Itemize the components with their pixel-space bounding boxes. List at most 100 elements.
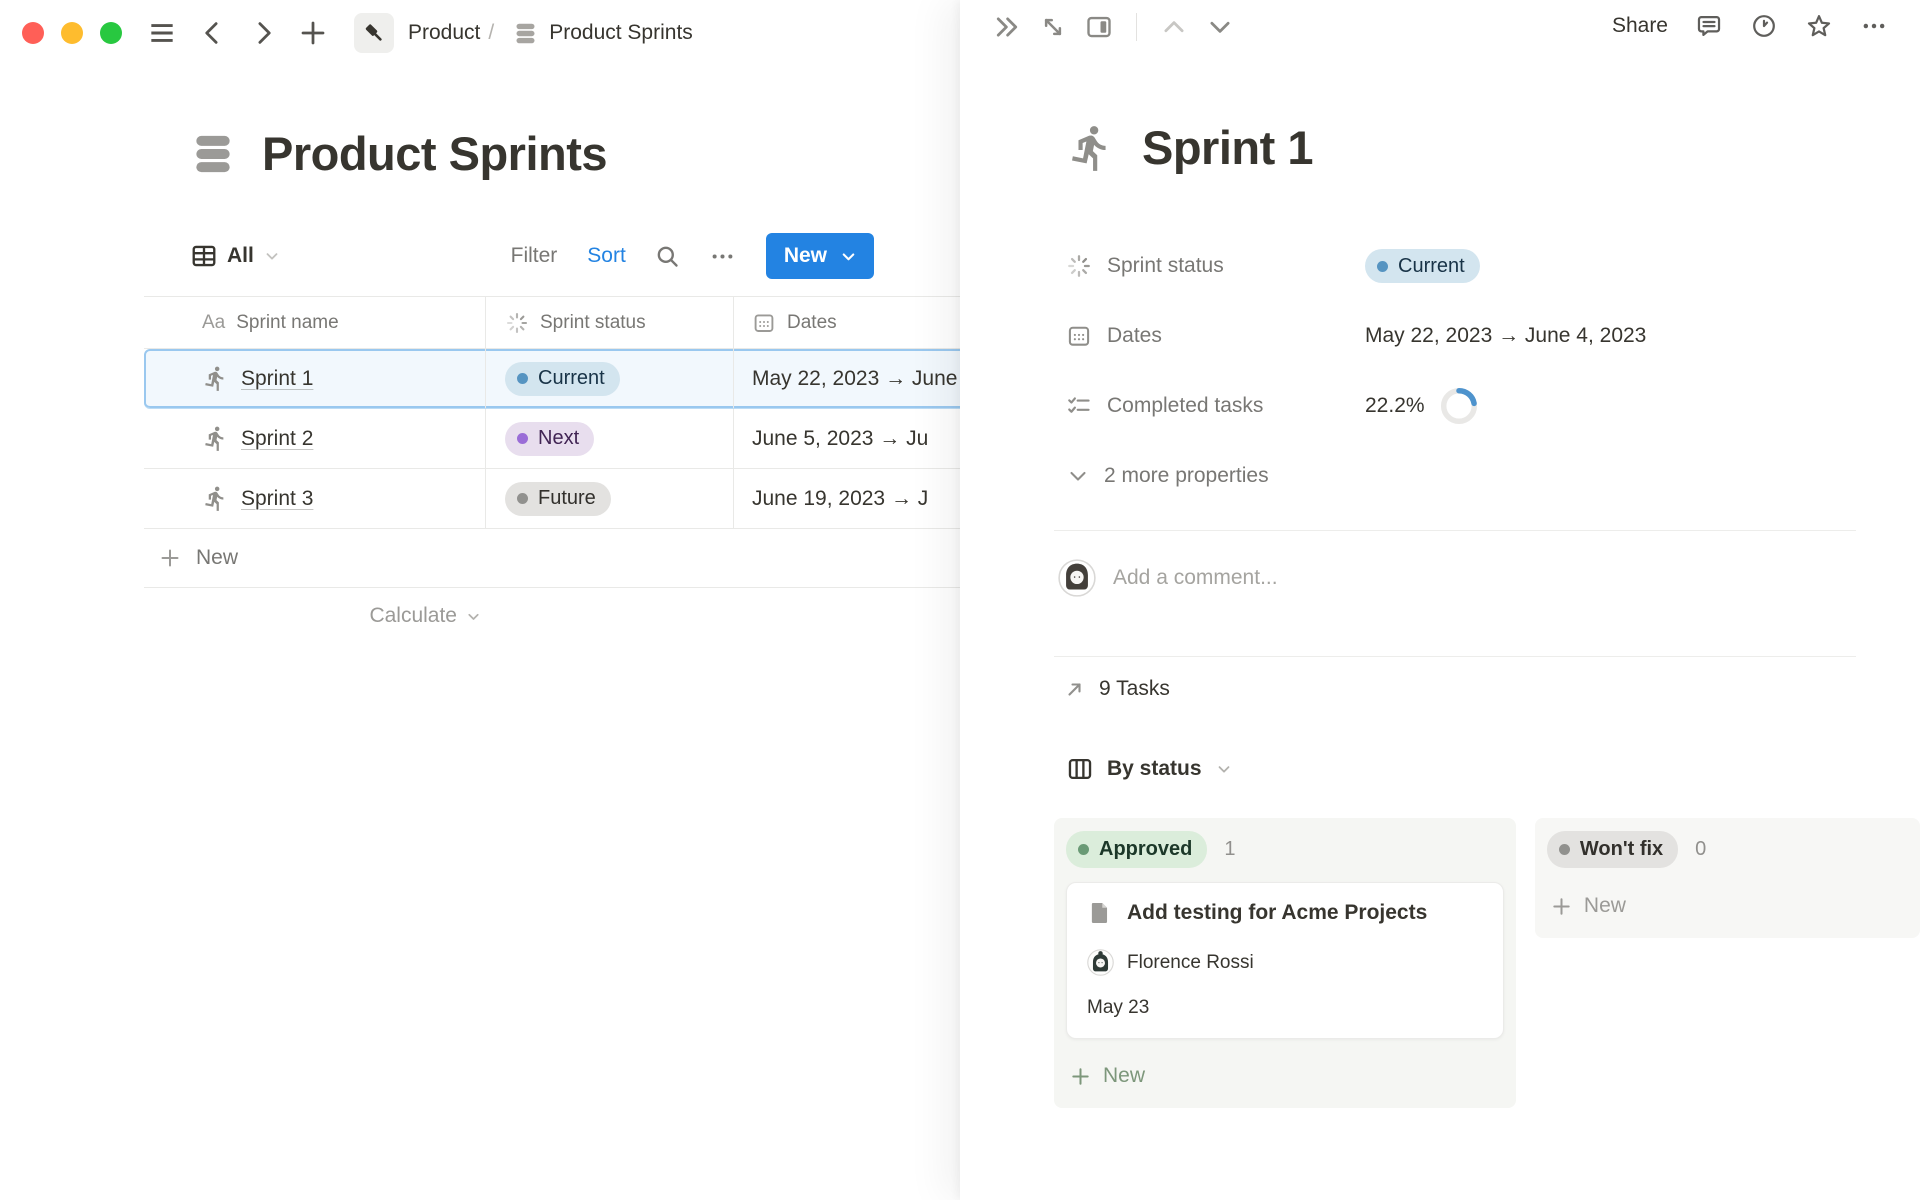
divider: [1136, 13, 1137, 41]
table-header-row: Aa Sprint name Sprint status Dates: [144, 296, 960, 349]
new-button[interactable]: New: [765, 233, 874, 279]
database-toolbar: All Filter Sort New: [190, 233, 874, 279]
board-new-card-button[interactable]: New: [1547, 886, 1908, 926]
page-title[interactable]: Product Sprints: [262, 127, 608, 180]
status-badge[interactable]: Current: [505, 361, 620, 396]
next-record-icon[interactable]: [1205, 12, 1235, 42]
column-header-sprint-status[interactable]: Sprint status: [486, 297, 734, 348]
more-options-icon[interactable]: [709, 243, 736, 270]
back-icon[interactable]: [198, 18, 228, 48]
group-badge: Won't fix: [1546, 830, 1679, 868]
runner-icon: [202, 425, 229, 452]
add-comment-row[interactable]: Add a comment...: [1058, 556, 1278, 600]
calendar-icon: [1066, 323, 1092, 349]
comments-icon[interactable]: [1695, 12, 1723, 40]
table-row-sprint-1[interactable]: Sprint 1 Current May 22, 2023 → June 4, …: [144, 349, 960, 409]
sidebar-toggle-icon[interactable]: [146, 17, 178, 49]
page-title-block: Product Sprints: [188, 126, 608, 181]
status-badge[interactable]: Next: [505, 421, 595, 456]
runner-icon[interactable]: [1066, 123, 1116, 173]
table-view-icon: [190, 242, 218, 270]
chevron-down-icon: [263, 247, 281, 265]
calculate-label: Calculate: [369, 604, 457, 627]
side-peek-mode-icon[interactable]: [1084, 12, 1114, 42]
board-group-header[interactable]: Approved 1: [1066, 829, 1504, 869]
property-dates[interactable]: Dates May 22, 2023 → June 4, 2023: [1066, 316, 1856, 356]
peek-actions: Share: [1612, 12, 1888, 40]
row-title[interactable]: Sprint 1: [241, 366, 314, 390]
column-header-sprint-name[interactable]: Aa Sprint name: [144, 297, 486, 348]
chevron-down-icon: [1070, 471, 1086, 481]
updates-clock-icon[interactable]: [1750, 12, 1778, 40]
property-label: Completed tasks: [1107, 394, 1264, 417]
dates-cell[interactable]: May 22, 2023 → June 4, 2023: [752, 366, 960, 390]
group-count: 0: [1695, 837, 1707, 860]
minimize-window-button[interactable]: [61, 22, 83, 44]
more-properties-label: 2 more properties: [1104, 464, 1269, 487]
record-title[interactable]: Sprint 1: [1142, 121, 1313, 174]
open-full-page-icon[interactable]: [1038, 12, 1068, 42]
favorite-star-icon[interactable]: [1805, 12, 1833, 40]
board-column-approved: Approved 1 Add testing for Acme Projects: [1054, 818, 1516, 1108]
plus-icon: [1072, 1067, 1089, 1085]
collapse-peek-icon[interactable]: [992, 12, 1022, 42]
group-count: 1: [1224, 837, 1236, 860]
record-title-block: Sprint 1: [1066, 120, 1313, 175]
dates-value: May 22, 2023 → June 4, 2023: [1365, 324, 1647, 347]
peek-nav: [992, 12, 1235, 42]
board-column-wont-fix: Won't fix 0 New: [1534, 818, 1920, 938]
row-title[interactable]: Sprint 2: [241, 426, 314, 450]
column-label: Sprint status: [540, 311, 646, 333]
row-title[interactable]: Sprint 3: [241, 486, 314, 510]
new-row-label: New: [196, 546, 239, 569]
close-window-button[interactable]: [22, 22, 44, 44]
comment-input[interactable]: Add a comment...: [1113, 566, 1278, 589]
table-row-sprint-2[interactable]: Sprint 2 Next June 5, 2023 → Ju: [144, 409, 960, 469]
linked-view-selector[interactable]: By status: [1066, 750, 1233, 788]
view-tab-all[interactable]: All: [190, 242, 281, 270]
status-dot: [517, 493, 528, 504]
status-dot: [517, 373, 528, 384]
search-icon[interactable]: [654, 243, 681, 270]
group-badge: Approved: [1066, 830, 1208, 868]
sort-button[interactable]: Sort: [587, 244, 626, 267]
calendar-icon: [752, 311, 776, 335]
traffic-lights: [22, 22, 122, 44]
property-completed-tasks[interactable]: Completed tasks 22.2%: [1066, 386, 1856, 426]
properties-list: Sprint status Current Dates May 22, 2023…: [1066, 246, 1856, 496]
board-new-card-button[interactable]: New: [1066, 1056, 1504, 1096]
assignee-name: Florence Rossi: [1127, 951, 1254, 973]
calculate-dropdown[interactable]: Calculate: [144, 604, 486, 628]
breadcrumb-current[interactable]: Product Sprints: [549, 21, 693, 44]
board-group-header[interactable]: Won't fix 0: [1546, 829, 1908, 869]
breadcrumb-separator: /: [488, 21, 495, 44]
database-icon[interactable]: [188, 129, 238, 179]
breadcrumb-parent[interactable]: Product: [408, 21, 481, 44]
more-options-icon[interactable]: [1860, 12, 1888, 40]
progress-ring-arc: [1440, 387, 1477, 425]
status-badge[interactable]: Future: [505, 481, 611, 516]
board-card[interactable]: Add testing for Acme Projects Florence R…: [1066, 882, 1504, 1039]
zoom-window-button[interactable]: [100, 22, 122, 44]
status-badge[interactable]: Current: [1365, 249, 1480, 283]
previous-record-icon[interactable]: [1159, 12, 1189, 42]
share-button[interactable]: Share: [1611, 14, 1668, 37]
more-properties-toggle[interactable]: 2 more properties: [1066, 456, 1856, 496]
column-header-dates[interactable]: Dates: [734, 297, 960, 348]
tasks-backlink[interactable]: 9 Tasks: [1063, 672, 1170, 706]
dates-cell[interactable]: June 5, 2023 → Ju: [752, 426, 929, 450]
chevron-down-icon: [468, 613, 479, 620]
table-row-sprint-3[interactable]: Sprint 3 Future June 19, 2023 → J: [144, 469, 960, 529]
filter-button[interactable]: Filter: [510, 244, 558, 267]
forward-icon[interactable]: [248, 18, 278, 48]
product-page-icon[interactable]: [354, 13, 394, 53]
card-date: May 23: [1087, 997, 1150, 1018]
property-sprint-status[interactable]: Sprint status Current: [1066, 246, 1856, 286]
text-property-icon: Aa: [202, 311, 226, 333]
column-label: Dates: [787, 311, 837, 333]
plus-icon: [161, 549, 179, 567]
table-new-row-button[interactable]: New: [144, 529, 960, 588]
dates-cell[interactable]: June 19, 2023 → J: [752, 486, 929, 510]
new-tab-icon[interactable]: [298, 18, 328, 48]
